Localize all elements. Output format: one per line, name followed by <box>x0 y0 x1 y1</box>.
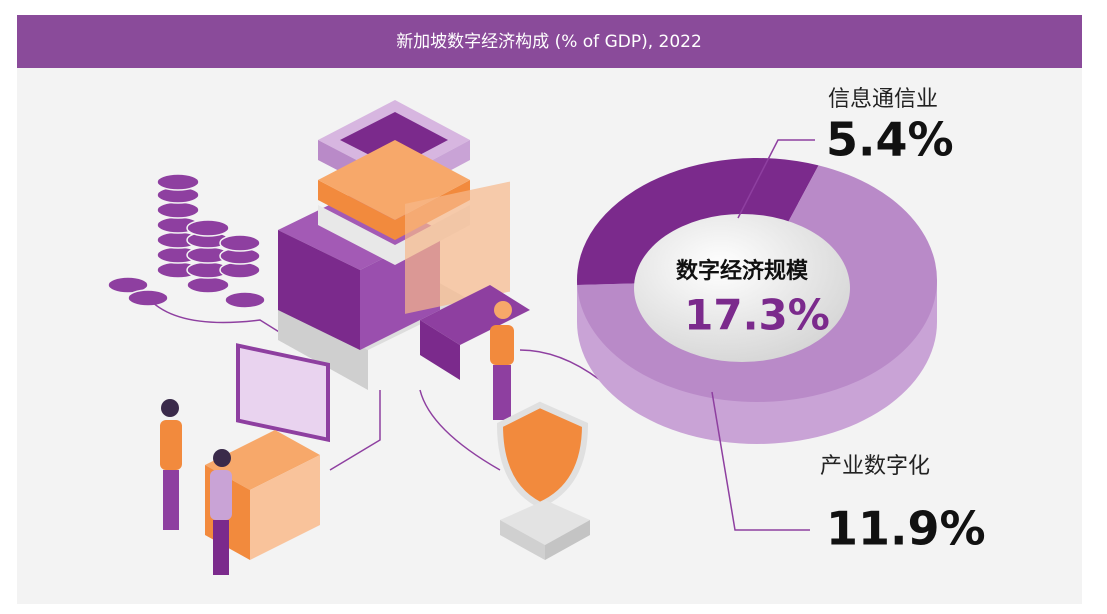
value-label: 11.9% <box>826 502 986 556</box>
donut: 数字经济规模 17.3% <box>577 157 938 444</box>
title-bar <box>17 15 1082 68</box>
center-total: 17.3% <box>684 291 830 340</box>
leader-line <box>711 391 810 531</box>
category-label: 产业数字化 <box>820 454 930 479</box>
center-title: 数字经济规模 <box>676 258 809 284</box>
value-label: 5.4% <box>826 113 954 167</box>
illustration <box>107 100 601 575</box>
leader-line <box>737 139 815 219</box>
category-label: 信息通信业 <box>828 87 938 112</box>
donut-hole <box>634 214 850 362</box>
chart-title: 新加坡数字经济构成 (% of GDP), 2022 <box>396 32 702 52</box>
